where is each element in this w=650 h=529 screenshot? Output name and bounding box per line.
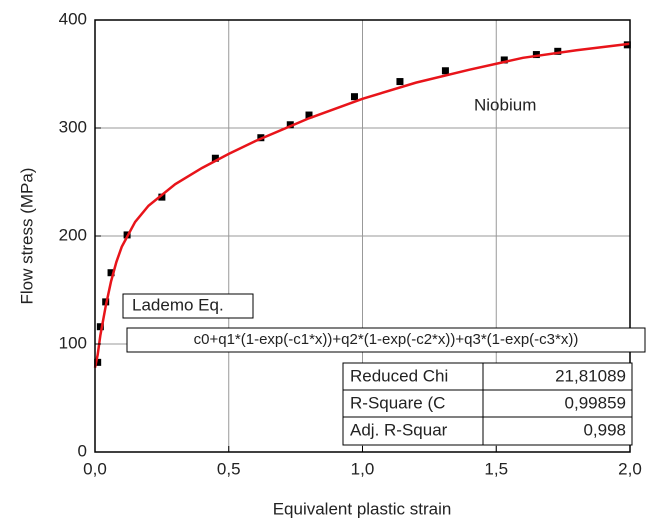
data-point xyxy=(286,121,294,129)
y-tick-label: 100 xyxy=(59,333,87,352)
y-axis-label: Flow stress (MPa) xyxy=(17,168,36,305)
data-point xyxy=(500,56,508,64)
marks xyxy=(93,41,631,369)
data-point xyxy=(96,323,104,331)
data-point xyxy=(305,111,313,119)
x-tick-label: 1,5 xyxy=(484,459,508,478)
table-cell: R-Square (C xyxy=(350,393,445,412)
stats-table: Reduced Chi 21,81089 R-Square (C 0,99859… xyxy=(342,362,633,446)
data-point xyxy=(441,67,449,75)
legend-title: Lademo Eq. xyxy=(132,295,224,314)
fit-line xyxy=(93,42,631,369)
data-point xyxy=(158,193,166,201)
table-cell: 0,99859 xyxy=(565,393,626,412)
legend-title-box xyxy=(122,293,254,319)
y-tick-label: 0 xyxy=(78,441,87,460)
data-point xyxy=(107,269,115,277)
table-frame xyxy=(342,362,633,446)
x-axis-label: Equivalent plastic strain xyxy=(273,499,452,518)
table-cell: Reduced Chi xyxy=(350,366,448,385)
x-tick-label: 0,5 xyxy=(217,459,241,478)
equation: c0+q1*(1-exp(-c1*x))+q2*(1-exp(-c2*x))+q… xyxy=(194,331,579,348)
x-tick-label: 2,0 xyxy=(618,459,642,478)
table-cell: 21,81089 xyxy=(555,366,626,385)
table-cell: Adj. R-Squar xyxy=(350,420,448,439)
y-tick-label: 400 xyxy=(59,9,87,28)
data-point xyxy=(350,93,358,101)
data-point xyxy=(554,47,562,55)
equation-box xyxy=(126,327,646,353)
table-cell: 0,998 xyxy=(583,420,626,439)
y-tick-label: 300 xyxy=(59,117,87,136)
data-point xyxy=(396,78,404,86)
data-point xyxy=(532,51,540,59)
x-tick-label: 1,0 xyxy=(351,459,375,478)
x-tick-label: 0,0 xyxy=(83,459,107,478)
annotation: Niobium xyxy=(474,95,536,114)
data-point xyxy=(211,154,219,162)
y-tick-label: 200 xyxy=(59,225,87,244)
data-point xyxy=(94,358,102,366)
